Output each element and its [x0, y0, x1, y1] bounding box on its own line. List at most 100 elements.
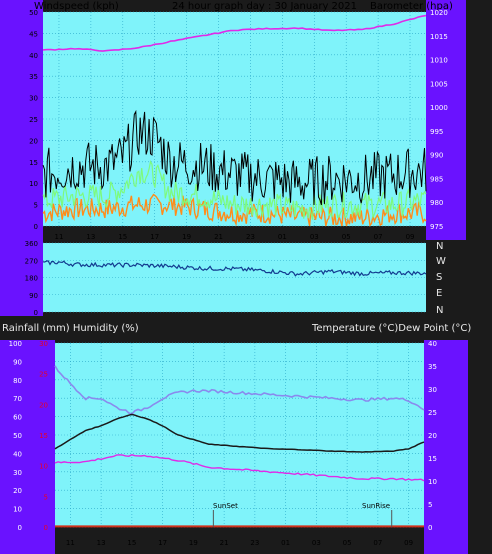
- temp-x-tick-label: 11: [66, 539, 75, 547]
- grid-layer: [43, 11, 426, 528]
- wind-x-tick-label: 15: [118, 233, 127, 241]
- dir-left-strip: [0, 240, 43, 316]
- wind-y-tick-label: 20: [29, 137, 38, 145]
- wind-y-tick-label: 10: [29, 180, 38, 188]
- wind-gust-line: [42, 109, 427, 206]
- top-left-axis-strip: [0, 0, 43, 240]
- temp-x-tick-label: 07: [373, 539, 382, 547]
- wind-x-tick-label: 11: [54, 233, 63, 241]
- humidity-y-tick-label: 80: [13, 377, 22, 385]
- wind-y-tick-label: 50: [29, 9, 38, 17]
- compass-n-top: N: [436, 241, 443, 252]
- header-rain-humidity: Rainfall (mm) Humidity (%): [2, 323, 139, 334]
- wind-y-tick-label: 40: [29, 52, 38, 60]
- pressure-y-tick-label: 995: [430, 128, 443, 136]
- temperature-y-tick-label: 30: [428, 386, 437, 394]
- dewpoint-line: [54, 454, 425, 482]
- temp-plot-area: [55, 343, 424, 527]
- wind-y-tick-label: 45: [29, 30, 38, 38]
- temp-x-tick-label: 01: [281, 539, 290, 547]
- temp-x-tick-label: 21: [220, 539, 229, 547]
- wind-x-tick-label: 03: [310, 233, 319, 241]
- temp-x-tick-label: 13: [97, 539, 106, 547]
- temp-x-tick-label: 19: [189, 539, 198, 547]
- bottom-right-axis-strip: [424, 340, 468, 554]
- compass-w: W: [436, 256, 446, 267]
- wind-x-tick-label: 23: [246, 233, 255, 241]
- temperature-y-tick-label: 35: [428, 363, 437, 371]
- direction-line: [42, 260, 427, 277]
- wind-x-tick-label: 19: [182, 233, 191, 241]
- humidity-y-tick-label: 10: [13, 506, 22, 514]
- pressure-y-tick-label: 980: [430, 199, 443, 207]
- compass-n-bottom: N: [436, 305, 443, 316]
- direction-y-tick-label: 360: [25, 240, 38, 248]
- wind-y-tick-label: 15: [29, 159, 38, 167]
- wind-x-tick-label: 09: [406, 233, 415, 241]
- wind-x-tick-label: 05: [342, 233, 351, 241]
- rainfall-y-tick-label: 20: [39, 401, 48, 409]
- temp-x-tick-label: 15: [127, 539, 136, 547]
- humidity-y-tick-label: 0: [18, 524, 22, 532]
- pressure-y-tick-label: 1000: [430, 104, 448, 112]
- wind-y-tick-label: 35: [29, 73, 38, 81]
- rainfall-y-tick-label: 10: [39, 463, 48, 471]
- temperature-y-tick-label: 20: [428, 432, 437, 440]
- temperature-y-tick-label: 40: [428, 340, 437, 348]
- wind-x-tick-label: 07: [374, 233, 383, 241]
- direction-y-tick-label: 0: [34, 309, 38, 317]
- rainfall-y-tick-label: 0: [44, 524, 48, 532]
- pressure-y-tick-label: 990: [430, 152, 443, 160]
- humidity-y-tick-label: 30: [13, 469, 22, 477]
- temp-x-tick-label: 09: [404, 539, 413, 547]
- humidity-y-tick-label: 100: [9, 340, 22, 348]
- pressure-line: [42, 14, 427, 52]
- direction-y-tick-label: 270: [25, 257, 38, 265]
- header-windspeed: Windspeed (kph): [34, 1, 119, 12]
- humidity-y-tick-label: 50: [13, 432, 22, 440]
- top-right-axis-strip: [426, 0, 466, 240]
- temp-x-tick-label: 23: [250, 539, 259, 547]
- humidity-y-tick-label: 70: [13, 395, 22, 403]
- humidity-y-tick-label: 40: [13, 450, 22, 458]
- temp-x-tick-label: 03: [312, 539, 321, 547]
- wind-x-tick-label: 13: [86, 233, 95, 241]
- humidity-y-tick-label: 60: [13, 414, 22, 422]
- sunset-label: SunSet: [213, 502, 238, 510]
- temp-x-tick-label: 17: [158, 539, 167, 547]
- header-temp-dewpoint: Temperature (°C)Dew Point (°C): [311, 323, 471, 334]
- humidity-y-tick-label: 90: [13, 358, 22, 366]
- pressure-y-tick-label: 1005: [430, 80, 448, 88]
- temperature-y-tick-label: 15: [428, 455, 437, 463]
- wind-avg-line: [42, 160, 427, 220]
- pressure-y-tick-label: 1020: [430, 9, 448, 17]
- wind-x-tick-label: 01: [278, 233, 287, 241]
- temperature-y-tick-label: 5: [428, 501, 432, 509]
- header-barometer: Barometer (hpa): [370, 1, 453, 12]
- rainfall-y-tick-label: 30: [39, 340, 48, 348]
- temperature-y-tick-label: 10: [428, 478, 437, 486]
- humidity-line: [54, 365, 425, 416]
- temp-x-tick-label: 05: [343, 539, 352, 547]
- wind-y-tick-label: 5: [34, 202, 38, 210]
- wind-y-tick-label: 0: [34, 223, 38, 231]
- temperature-line: [54, 413, 425, 453]
- rainfall-y-tick-label: 5: [44, 493, 48, 501]
- rainfall-y-tick-label: 15: [39, 432, 48, 440]
- humidity-y-tick-label: 20: [13, 487, 22, 495]
- series-layer: [42, 14, 427, 528]
- direction-y-tick-label: 90: [29, 292, 38, 300]
- direction-y-tick-label: 180: [25, 275, 38, 283]
- wind-x-tick-label: 21: [214, 233, 223, 241]
- wind-x-tick-label: 17: [150, 233, 159, 241]
- header-title: 24 hour graph day : 30 January 2021: [172, 1, 357, 12]
- pressure-y-tick-label: 1010: [430, 57, 448, 65]
- rainfall-y-tick-label: 25: [39, 371, 48, 379]
- sunrise-label: SunRise: [362, 502, 390, 510]
- bottom-left-axis-strip: [0, 340, 55, 554]
- compass-e: E: [436, 288, 442, 299]
- pressure-y-tick-label: 1015: [430, 33, 448, 41]
- temperature-y-tick-label: 25: [428, 409, 437, 417]
- compass-s: S: [436, 272, 442, 283]
